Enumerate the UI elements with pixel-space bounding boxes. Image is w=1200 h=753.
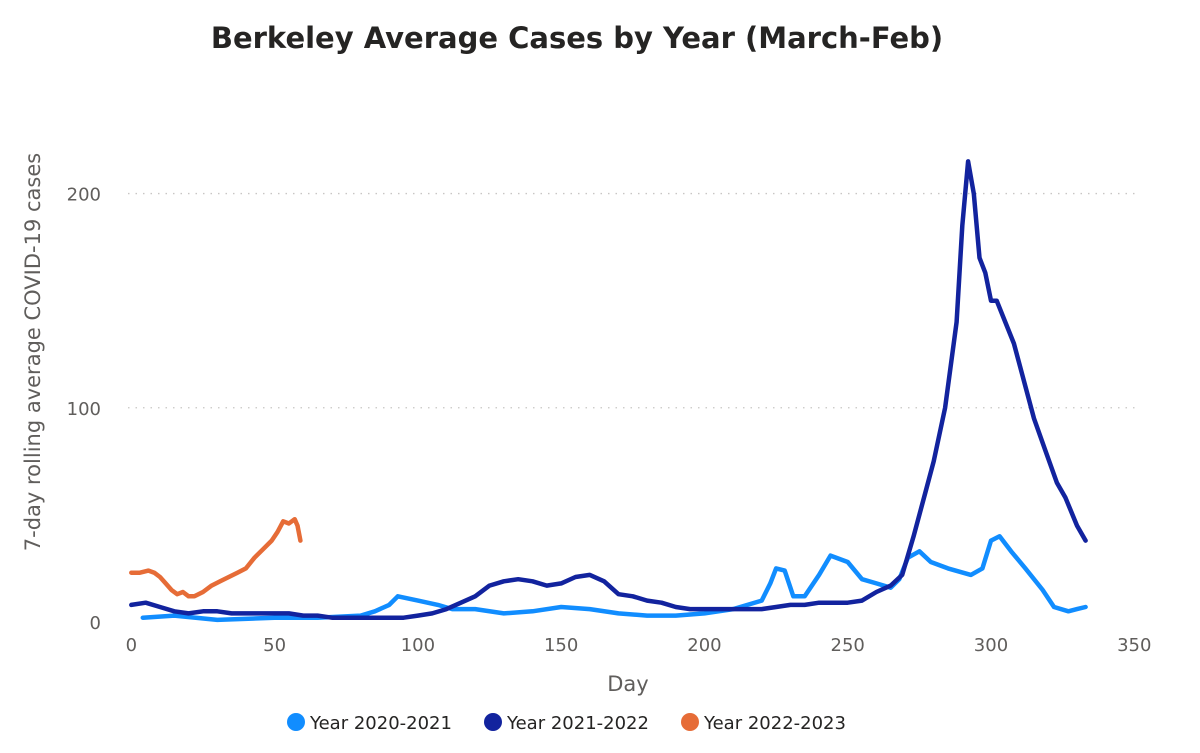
y-axis-label: 7-day rolling average COVID-19 cases bbox=[21, 153, 45, 551]
legend-label-2[interactable]: Year 2021-2022 bbox=[506, 713, 649, 734]
series-line-1[interactable] bbox=[140, 534, 1088, 623]
legend[interactable]: Year 2020-2021 Year 2021-2022 Year 2022-20… bbox=[287, 713, 846, 734]
gridlines bbox=[128, 192, 1140, 409]
y-tick-label: 100 bbox=[67, 399, 101, 420]
x-tick-label: 50 bbox=[263, 635, 286, 656]
x-tick-label: 350 bbox=[1117, 635, 1151, 656]
legend-label-1[interactable]: Year 2020-2021 bbox=[309, 713, 452, 734]
chart-title: Berkeley Average Cases by Year (March-Fe… bbox=[211, 21, 943, 55]
series-lines bbox=[129, 159, 1088, 623]
y-tick-label: 200 bbox=[67, 185, 101, 206]
x-tick-label: 250 bbox=[831, 635, 865, 656]
x-tick-label: 0 bbox=[126, 635, 137, 656]
x-axis-ticks: 0 50 100 150 200 250 300 350 bbox=[126, 635, 1152, 656]
legend-marker-3[interactable] bbox=[681, 713, 699, 731]
y-axis-ticks: 0 100 200 bbox=[67, 185, 101, 634]
x-tick-label: 200 bbox=[687, 635, 721, 656]
series-line-3[interactable] bbox=[129, 516, 303, 599]
legend-marker-1[interactable] bbox=[287, 713, 305, 731]
x-tick-label: 150 bbox=[544, 635, 578, 656]
legend-label-3[interactable]: Year 2022-2023 bbox=[703, 713, 846, 734]
y-tick-label: 0 bbox=[90, 613, 101, 634]
x-tick-label: 300 bbox=[974, 635, 1008, 656]
legend-marker-2[interactable] bbox=[484, 713, 502, 731]
series-line-2[interactable] bbox=[129, 159, 1088, 620]
x-tick-label: 100 bbox=[401, 635, 435, 656]
x-axis-label: Day bbox=[607, 672, 648, 696]
